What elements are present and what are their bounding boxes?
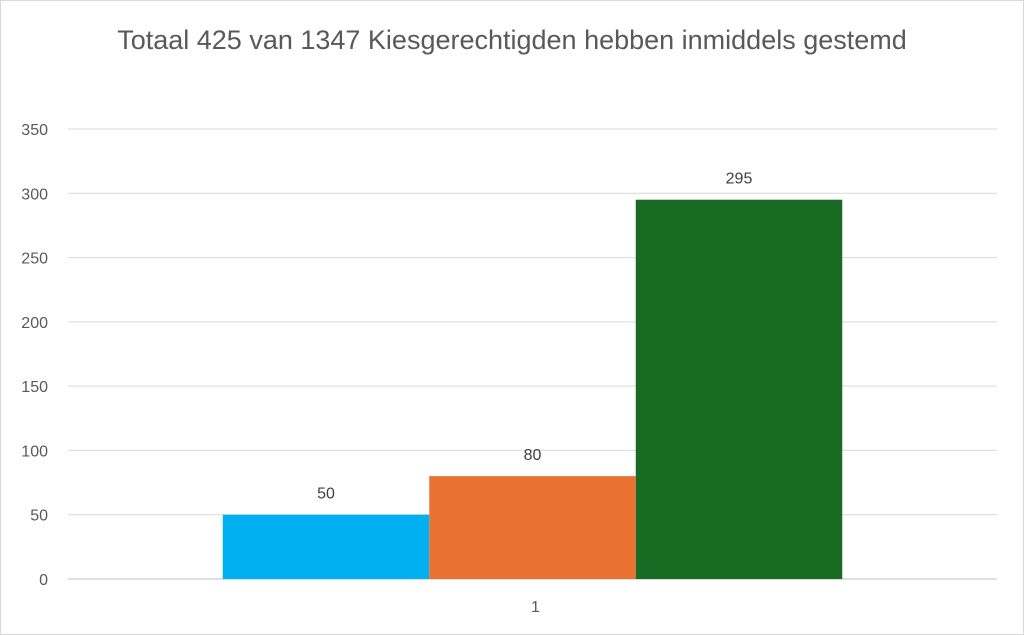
y-tick-label: 50 <box>30 508 48 525</box>
bar <box>635 199 843 579</box>
data-label: 50 <box>317 486 335 503</box>
y-tick-label: 150 <box>21 379 48 396</box>
chart-title: Totaal 425 van 1347 Kiesgerechtigden heb… <box>117 25 907 55</box>
y-tick-label: 100 <box>21 443 48 460</box>
y-tick-label: 0 <box>39 572 48 589</box>
bar <box>222 514 430 579</box>
y-tick-label: 350 <box>21 122 48 139</box>
data-label: 80 <box>524 447 542 464</box>
y-tick-label: 300 <box>21 186 48 203</box>
data-label: 295 <box>726 171 753 188</box>
y-tick-label: 250 <box>21 251 48 268</box>
x-tick-label: 1 <box>531 599 540 616</box>
y-tick-label: 200 <box>21 315 48 332</box>
bar <box>429 476 636 579</box>
